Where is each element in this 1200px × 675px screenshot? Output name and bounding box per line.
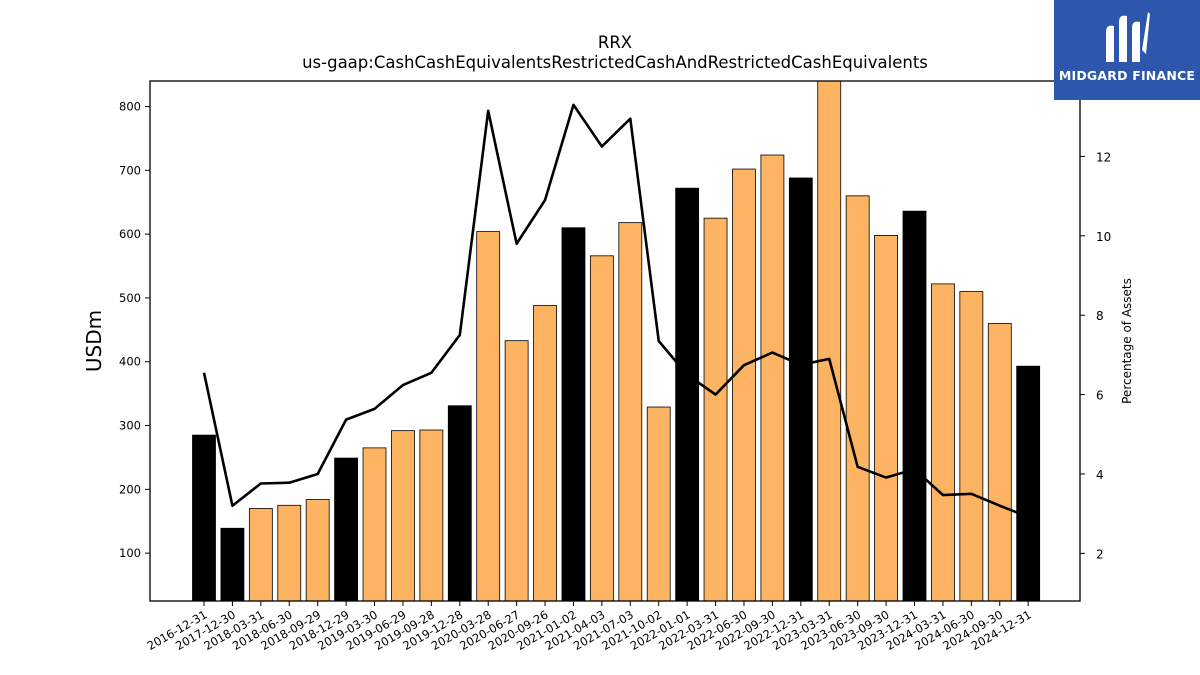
chart-subtitle: us-gaap:CashCashEquivalentsRestrictedCas… bbox=[302, 53, 928, 72]
bar-2020-03-28 bbox=[476, 231, 501, 602]
y2-tick-label: 12 bbox=[1096, 150, 1111, 164]
bar-2022-06-30 bbox=[732, 168, 756, 602]
bar-2019-03-30 bbox=[362, 447, 387, 602]
brand-logo: MIDGARD FINANCE bbox=[1054, 0, 1200, 100]
bar-2019-09-28 bbox=[419, 429, 444, 602]
bar-2019-06-29 bbox=[391, 430, 415, 602]
bar-2023-03-31 bbox=[817, 80, 842, 602]
bar-2017-12-30 bbox=[220, 527, 245, 602]
y2-tick-label: 8 bbox=[1096, 309, 1104, 323]
logo-text: MIDGARD FINANCE bbox=[1058, 68, 1196, 83]
bar-2024-03-31 bbox=[931, 283, 955, 602]
line-layer bbox=[202, 103, 1029, 519]
y-tick-label: 700 bbox=[119, 163, 141, 177]
bar-2024-06-30 bbox=[959, 291, 984, 602]
percentage-line bbox=[202, 103, 1029, 519]
y-tick-label: 400 bbox=[119, 355, 141, 369]
bar-2022-03-31 bbox=[703, 217, 728, 602]
bar-2022-12-31 bbox=[788, 177, 813, 602]
bar-2023-06-30 bbox=[845, 195, 870, 602]
y-tick-label: 100 bbox=[119, 546, 141, 560]
bar-2018-06-30 bbox=[277, 504, 302, 602]
y-tick-label: 200 bbox=[119, 482, 141, 496]
bar-2024-12-31 bbox=[1016, 365, 1041, 602]
y2-tick-label: 2 bbox=[1096, 547, 1104, 561]
y-axis-label: USDm bbox=[82, 310, 106, 372]
bar-2021-07-03 bbox=[618, 222, 643, 602]
bar-2023-12-31 bbox=[902, 210, 927, 602]
bar-2021-01-02 bbox=[561, 227, 586, 602]
chart-title: RRX bbox=[598, 33, 632, 52]
y2-tick-label: 6 bbox=[1096, 389, 1104, 403]
bar-2018-09-29 bbox=[305, 499, 330, 602]
bar-2018-12-29 bbox=[334, 457, 359, 602]
bar-2018-03-31 bbox=[248, 508, 273, 602]
y-axis-left: 100 200 300 400 500 600 700 800 bbox=[119, 100, 150, 560]
logo-mark-icon bbox=[1106, 12, 1150, 63]
bar-2020-06-27 bbox=[504, 340, 529, 602]
bar-2022-01-01 bbox=[675, 187, 700, 602]
y2-axis-label: Percentage of Assets bbox=[1120, 278, 1134, 404]
bar-2016-12-31 bbox=[192, 434, 216, 602]
bar-2021-04-03 bbox=[589, 255, 614, 602]
y2-tick-label: 10 bbox=[1096, 230, 1111, 244]
y-axis-right: 2 4 6 8 10 12 bbox=[1080, 150, 1111, 561]
y2-tick-label: 4 bbox=[1096, 468, 1104, 482]
plot-frame bbox=[149, 80, 1081, 602]
bar-2022-09-30 bbox=[760, 154, 785, 602]
bars-layer bbox=[192, 80, 1041, 602]
bar-2021-10-02 bbox=[646, 406, 671, 602]
x-axis: 2016-12-312017-12-302018-03-312018-06-30… bbox=[145, 601, 1034, 653]
y-tick-label: 300 bbox=[119, 419, 141, 433]
y-tick-label: 800 bbox=[119, 100, 141, 114]
y-tick-label: 600 bbox=[119, 227, 141, 241]
bar-2020-09-26 bbox=[533, 305, 557, 602]
y-tick-label: 500 bbox=[119, 291, 141, 305]
bar-2019-12-28 bbox=[447, 405, 472, 602]
bar-2023-09-30 bbox=[874, 234, 898, 602]
bar-2024-09-30 bbox=[987, 323, 1012, 602]
